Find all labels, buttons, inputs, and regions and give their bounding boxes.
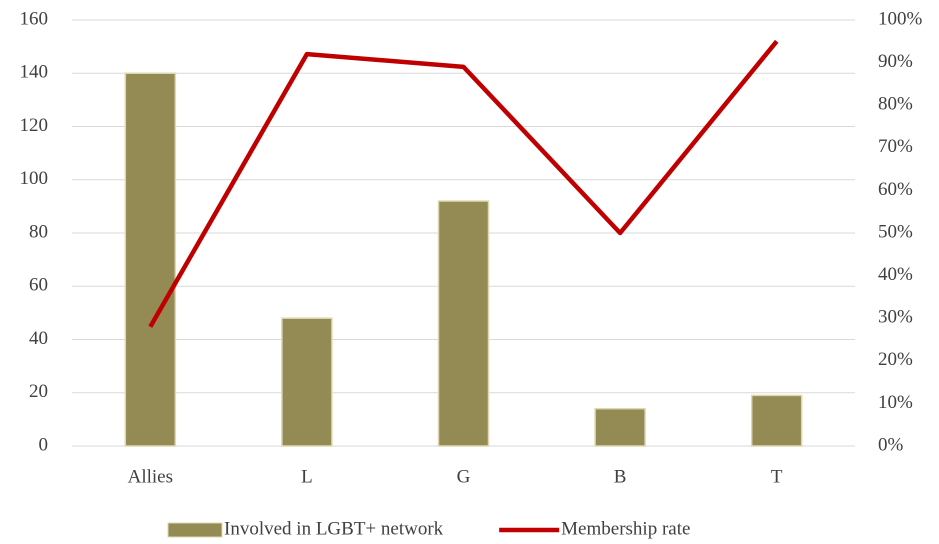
legend-label: Involved in LGBT+ network — [224, 518, 444, 539]
y-tick-label: 100 — [20, 168, 49, 189]
bar — [437, 200, 490, 447]
x-tick-label: G — [457, 466, 471, 487]
y-tick-label: 160 — [20, 8, 49, 29]
bar — [594, 407, 646, 447]
y2-tick-label: 10% — [878, 392, 913, 413]
x-tick-label: B — [614, 466, 627, 487]
bar — [124, 72, 177, 447]
y-tick-label: 40 — [29, 328, 48, 349]
bar — [281, 317, 333, 447]
x-tick-label: Allies — [128, 466, 173, 487]
y-tick-label: 0 — [39, 434, 49, 455]
y2-tick-label: 20% — [878, 349, 913, 370]
legend-label: Membership rate — [561, 518, 690, 539]
y-tick-label: 120 — [20, 115, 49, 136]
x-tick-label: T — [771, 466, 783, 487]
x-tick-label: L — [301, 466, 313, 487]
bar — [750, 394, 803, 447]
y-tick-label: 60 — [29, 275, 48, 296]
y2-tick-label: 70% — [878, 136, 913, 157]
line-series — [148, 39, 779, 328]
y2-tick-label: 60% — [878, 179, 913, 200]
y2-tick-label: 90% — [878, 51, 913, 72]
y-tick-label: 80 — [29, 221, 48, 242]
y2-tick-label: 80% — [878, 94, 913, 115]
y-tick-label: 140 — [20, 62, 49, 83]
y2-tick-label: 50% — [878, 221, 913, 242]
y-tick-label: 20 — [29, 381, 48, 402]
y2-tick-label: 100% — [878, 8, 923, 29]
y2-tick-label: 0% — [878, 434, 904, 455]
y2-tick-label: 30% — [878, 307, 913, 328]
legend-swatch — [167, 522, 223, 538]
y2-tick-label: 40% — [878, 264, 913, 285]
